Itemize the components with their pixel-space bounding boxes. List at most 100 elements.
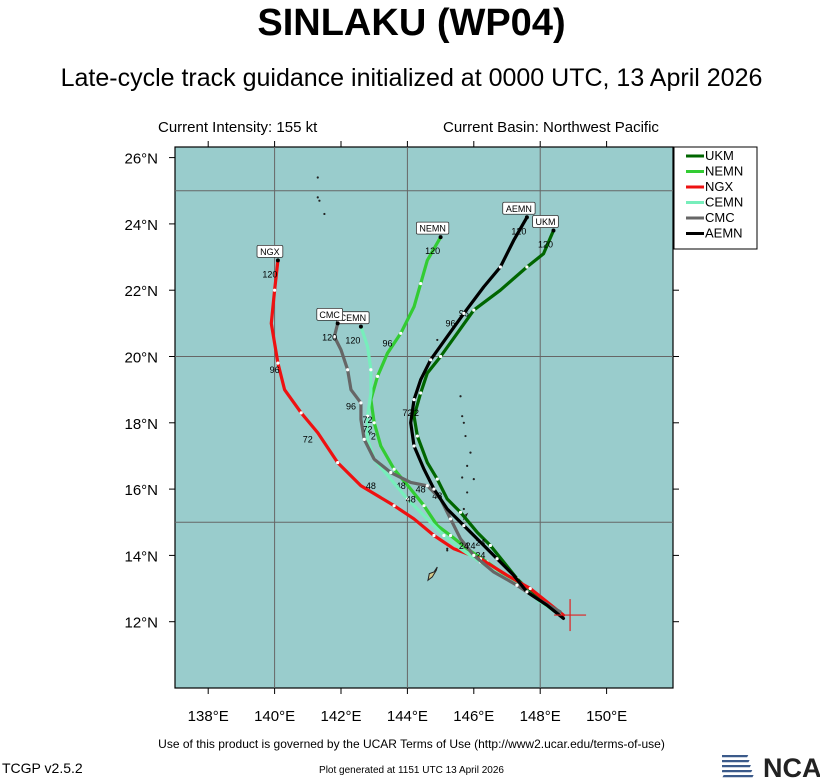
islet: [436, 338, 439, 342]
y-tick-label: 12°N: [124, 615, 158, 632]
track-point: [346, 368, 350, 372]
track-point: [448, 517, 453, 521]
terms-of-use: Use of this product is governed by the U…: [158, 737, 665, 751]
track-point: [375, 374, 380, 378]
y-tick-label: 26°N: [124, 151, 158, 168]
track-point: [488, 543, 492, 548]
x-tick-label: 148°E: [520, 708, 561, 725]
islet: [466, 491, 469, 494]
track-point: [462, 311, 466, 316]
track-end-point: [524, 215, 529, 220]
islet: [461, 476, 464, 479]
islet: [446, 549, 449, 552]
model-label: UKM: [535, 217, 555, 227]
basin-label: Current Basin: Northwest Pacific: [443, 119, 659, 136]
storm-position-marker: [554, 599, 587, 632]
track-point: [362, 437, 366, 441]
islet: [323, 212, 326, 216]
islet: [462, 421, 465, 424]
y-tick-label: 18°N: [124, 416, 158, 433]
x-tick-label: 140°E: [254, 708, 295, 725]
model-label-box: [532, 215, 559, 228]
islet: [469, 451, 472, 454]
model-label: CEMN: [340, 313, 367, 323]
model-label: NGX: [260, 247, 280, 257]
hour-label: 96: [446, 319, 456, 329]
hour-label: 120: [511, 226, 526, 236]
track-point: [369, 368, 373, 372]
page-title: SINLAKU (WP04): [257, 2, 566, 44]
track-point: [425, 484, 429, 488]
hour-label: 24: [459, 541, 469, 551]
model-label-box: [502, 201, 536, 215]
hour-label: 24: [475, 551, 485, 561]
hour-label: 48: [396, 481, 406, 491]
x-tick-label: 142°E: [320, 708, 361, 725]
x-tick-label: 138°E: [188, 708, 229, 725]
track-point: [498, 265, 502, 269]
track-point: [432, 487, 436, 491]
legend-label: AEMN: [705, 226, 743, 241]
islet: [318, 199, 321, 202]
track-cmc: 120 CMC 96 72 48 24: [316, 307, 562, 614]
track-point: [389, 470, 393, 475]
track-point: [392, 504, 396, 508]
track-end-point: [438, 235, 443, 240]
track-point: [332, 335, 336, 339]
islet: [316, 176, 319, 179]
islet: [446, 547, 449, 550]
track-aemn: 120 AEMN 96 72: [402, 201, 566, 620]
track-ngx: 120 NGX 96 72 48 24: [256, 244, 566, 617]
track-point: [435, 477, 439, 481]
track-end-point: [358, 324, 363, 329]
track-end-point: [551, 228, 556, 233]
track-point: [442, 533, 446, 538]
intensity-label: Current Intensity: 155 kt: [158, 119, 318, 136]
track-point: [276, 361, 280, 365]
y-tick-label: 24°N: [124, 217, 158, 234]
legend-label: CMC: [705, 210, 735, 225]
hour-label: 120: [345, 336, 360, 346]
track-point: [405, 497, 409, 501]
page-subtitle: Late-cycle track guidance initialized at…: [60, 64, 763, 92]
track-point: [392, 467, 396, 471]
legend-label: CEMN: [705, 195, 743, 210]
ncar-logo: NCAR: [722, 753, 820, 780]
track-point: [458, 510, 463, 514]
legend-label: NGX: [705, 179, 734, 194]
track-point: [439, 354, 443, 359]
hour-label: 72: [363, 425, 373, 435]
x-tick-label: 144°E: [387, 708, 428, 725]
model-label-box: [415, 221, 450, 235]
track-point: [365, 414, 370, 418]
x-tick-label: 146°E: [453, 708, 494, 725]
track-point: [372, 421, 376, 425]
hour-label: 72: [363, 415, 373, 425]
hour-label: 48: [366, 481, 376, 491]
model-label-box: [316, 307, 343, 321]
track-point: [419, 391, 423, 395]
hour-label: 72: [409, 408, 419, 418]
islet: [472, 478, 475, 481]
track-point: [472, 308, 476, 312]
islet: [459, 395, 462, 398]
ncar-logo-text: NCAR: [763, 753, 820, 780]
plot-generated-label: Plot generated at 1151 UTC 13 April 2026: [319, 765, 504, 776]
track-point: [419, 281, 423, 286]
hour-label: 72: [303, 435, 313, 445]
model-label: AEMN: [506, 204, 532, 214]
legend-label: UKM: [705, 148, 734, 163]
y-tick-label: 20°N: [124, 350, 158, 367]
hour-label: 48: [416, 484, 426, 494]
hour-label: 120: [538, 240, 553, 250]
track-point: [399, 331, 403, 335]
x-tick-label: 150°E: [586, 708, 627, 725]
track-point: [299, 411, 303, 415]
track-point: [422, 504, 426, 508]
track-point: [429, 358, 433, 362]
hour-label: 48: [406, 494, 416, 504]
hour-label: 120: [262, 269, 277, 279]
hour-label: 72: [366, 431, 376, 441]
